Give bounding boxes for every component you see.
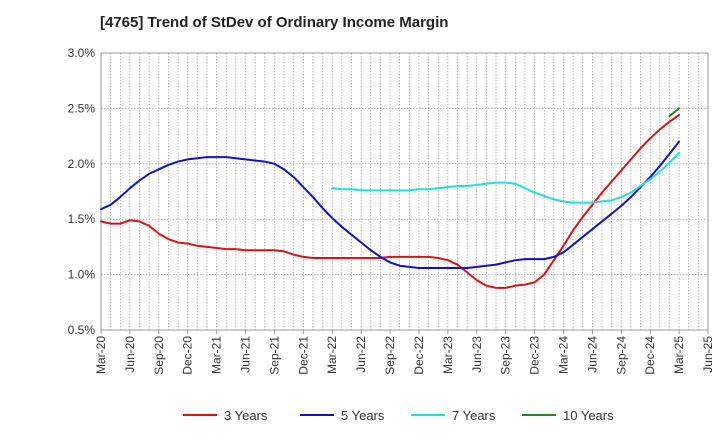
y-tick-label: 3.0% xyxy=(68,46,96,60)
plot-background xyxy=(100,52,709,331)
y-tick-label: 2.0% xyxy=(68,157,96,171)
x-tick-label: Mar-25 xyxy=(672,336,686,374)
legend-label-3-years: 3 Years xyxy=(224,408,268,423)
x-tick-label: Dec-24 xyxy=(643,336,657,375)
x-tick-label: Dec-20 xyxy=(181,336,195,375)
x-tick-label: Sep-24 xyxy=(614,336,628,375)
x-tick-label: Sep-21 xyxy=(267,336,281,375)
x-tick-label: Mar-23 xyxy=(441,336,455,374)
grid xyxy=(101,53,708,330)
legend-label-10-years: 10 Years xyxy=(563,408,614,423)
x-tick-label: Jun-21 xyxy=(239,336,253,373)
x-tick-label: Mar-22 xyxy=(325,336,339,374)
x-axis: Mar-20 Jun-20 Sep-20 Dec-20 Mar-21 Jun-21 Sep-… xyxy=(94,330,715,375)
y-tick-label: 2.5% xyxy=(68,101,96,115)
y-tick-label: 1.0% xyxy=(68,268,96,282)
legend-label-5-years: 5 Years xyxy=(341,408,385,423)
x-tick-label: Dec-21 xyxy=(296,336,310,375)
y-tick-label: 0.5% xyxy=(68,323,96,337)
x-tick-label: Sep-23 xyxy=(499,336,513,375)
x-tick-label: Jun-20 xyxy=(123,336,137,373)
series-lines xyxy=(100,107,681,289)
x-tick-label: Jun-23 xyxy=(470,336,484,373)
series-line-5-years xyxy=(100,140,681,269)
x-tick-label: Dec-23 xyxy=(528,336,542,375)
x-tick-label: Mar-20 xyxy=(94,336,108,374)
x-tick-label: Mar-24 xyxy=(556,336,570,374)
series-line-3-years xyxy=(100,114,681,289)
x-tick-label: Sep-22 xyxy=(383,336,397,375)
x-tick-label: Jun-25 xyxy=(701,336,715,373)
chart-title: [4765] Trend of StDev of Ordinary Income… xyxy=(100,14,449,31)
legend-label-7-years: 7 Years xyxy=(452,408,496,423)
x-tick-label: Dec-22 xyxy=(412,336,426,375)
series-line-10-years xyxy=(668,107,681,118)
series-line-7-years xyxy=(331,151,681,204)
y-tick-label: 1.5% xyxy=(68,212,96,226)
x-tick-label: Sep-20 xyxy=(152,336,166,375)
x-tick-label: Mar-21 xyxy=(210,336,224,374)
legend: 3 Years 5 Years 7 Years 10 Years xyxy=(183,408,614,423)
x-tick-label: Jun-24 xyxy=(585,336,599,373)
x-tick-label: Jun-22 xyxy=(354,336,368,373)
y-axis: 0.5% 1.0% 1.5% 2.0% 2.5% 3.0% xyxy=(68,46,96,337)
